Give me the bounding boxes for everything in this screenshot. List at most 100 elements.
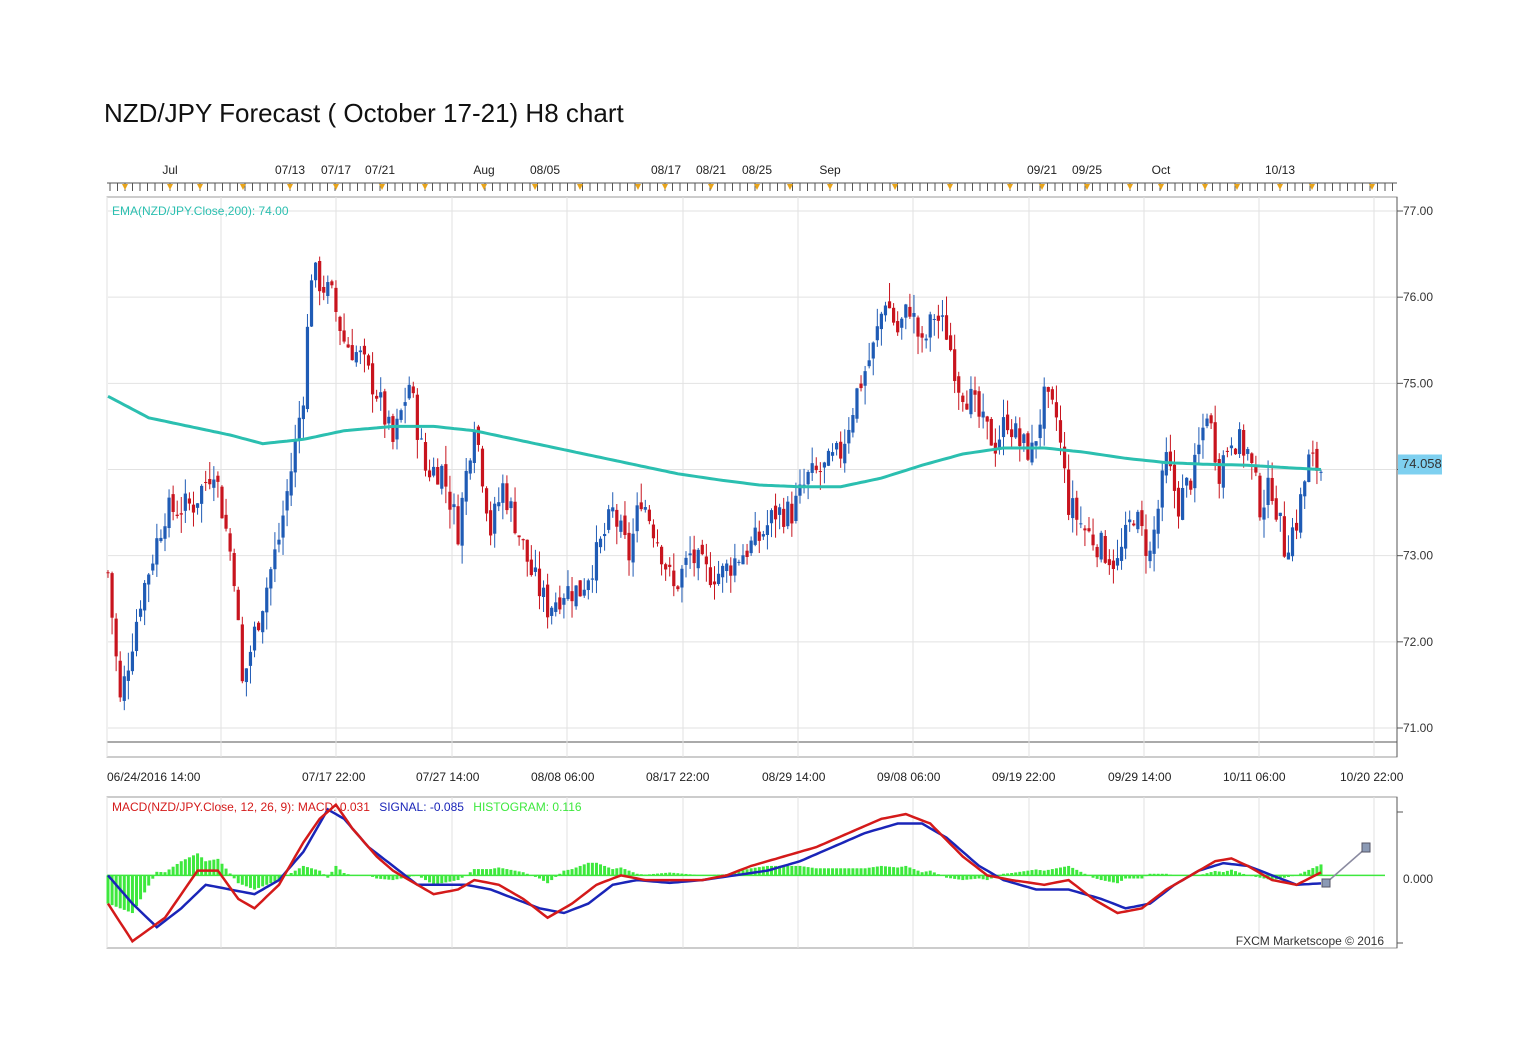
candle-body (403, 402, 407, 406)
candle-body (627, 532, 631, 561)
candle-body (171, 494, 175, 512)
candle-body (476, 426, 481, 445)
candle-body (1156, 508, 1160, 534)
histogram-bar (354, 875, 358, 876)
candle-body (729, 565, 733, 576)
candle-body (297, 417, 301, 440)
histogram-bar (1270, 875, 1274, 881)
histogram-bar (656, 873, 660, 876)
histogram-bar (741, 870, 745, 876)
candle-body (725, 563, 729, 572)
candle-body (635, 505, 639, 532)
candle-body (427, 470, 432, 478)
candle-body (716, 573, 721, 585)
histogram-bar (476, 869, 480, 876)
candle-body (1319, 471, 1323, 473)
candle-body (896, 321, 900, 333)
candle-body (1172, 464, 1177, 491)
histogram-bar (1156, 873, 1160, 876)
candle-body (969, 388, 973, 415)
histogram-bar (826, 868, 830, 876)
histogram-bar (790, 865, 794, 876)
bottom-tick-label: 09/29 14:00 (1108, 770, 1172, 784)
histogram-bar (517, 871, 521, 876)
candle-body (342, 330, 346, 342)
candle-body (1299, 494, 1303, 533)
candle-body (586, 580, 590, 591)
macd-legend-signal: SIGNAL: -0.085 (379, 800, 464, 814)
candle-body (757, 531, 761, 541)
candle-body (444, 464, 448, 487)
bottom-tick-label: 08/17 22:00 (646, 770, 710, 784)
candle-body (1185, 477, 1189, 486)
histogram-bar (1083, 873, 1087, 876)
histogram-bar (265, 875, 269, 885)
candle-body (1062, 446, 1067, 469)
histogram-bar (908, 867, 912, 876)
ema-legend: EMA(NZD/JPY.Close,200): 74.00 (112, 204, 289, 218)
histogram-bar (1079, 871, 1083, 876)
candle-body (236, 589, 240, 621)
histogram-bar (485, 869, 489, 876)
top-event-marker (422, 184, 428, 190)
candle-body (574, 585, 578, 607)
histogram-bar (643, 874, 647, 876)
candle-body (961, 395, 965, 403)
candle-body (847, 429, 851, 444)
candle-body (501, 483, 505, 503)
bottom-tick-label: 08/08 06:00 (531, 770, 595, 784)
candle-body (537, 568, 542, 597)
histogram-bar (489, 869, 493, 876)
candle-body (631, 533, 635, 563)
top-event-marker (197, 184, 203, 190)
histogram-bar (668, 872, 672, 876)
candle-body (110, 573, 114, 618)
candle-body (867, 360, 871, 367)
candle-body (871, 342, 875, 359)
candle-body (948, 335, 953, 351)
histogram-bar (932, 872, 936, 876)
histogram-bar (997, 875, 1001, 876)
candle-body (1014, 423, 1018, 438)
candle-body (1189, 480, 1193, 490)
candle-body (1034, 441, 1038, 446)
histogram-bar (843, 868, 847, 876)
histogram-bar (977, 875, 981, 879)
candle-body (195, 503, 200, 508)
histogram-bar (1177, 875, 1181, 876)
histogram-bar (639, 874, 643, 876)
candle-body (1205, 418, 1209, 427)
histogram-bar (1278, 875, 1282, 879)
top-event-marker (1007, 184, 1013, 190)
candle-body (570, 591, 574, 602)
histogram-bar (423, 875, 427, 881)
top-event-marker (1127, 184, 1133, 190)
histogram-bar (619, 867, 623, 876)
watermark: FXCM Marketscope © 2016 (1236, 934, 1385, 948)
histogram-bar (590, 862, 594, 876)
top-tick-label: 09/21 (1027, 163, 1057, 177)
candle-body (252, 626, 257, 651)
candle-body (432, 466, 436, 476)
histogram-bar (1087, 875, 1091, 876)
histogram-bar (700, 875, 704, 876)
histogram-bar (1148, 873, 1152, 876)
histogram-bar (586, 862, 590, 876)
candle-body (659, 546, 664, 565)
candle-body (309, 280, 314, 327)
histogram-bar (367, 875, 371, 876)
histogram-bar (1006, 873, 1010, 876)
histogram-bar (261, 875, 265, 887)
candle-body (940, 315, 945, 317)
candle-body (879, 313, 883, 330)
histogram-bar (460, 875, 464, 878)
histogram-bar (1234, 871, 1238, 876)
top-tick-label: 08/21 (696, 163, 726, 177)
candle-body (798, 484, 802, 496)
top-event-marker (787, 184, 793, 190)
histogram-bar (904, 865, 908, 876)
candle-body (472, 431, 476, 463)
histogram-bar (269, 875, 273, 884)
bottom-tick-label: 09/19 22:00 (992, 770, 1056, 784)
candle-body (440, 465, 444, 489)
